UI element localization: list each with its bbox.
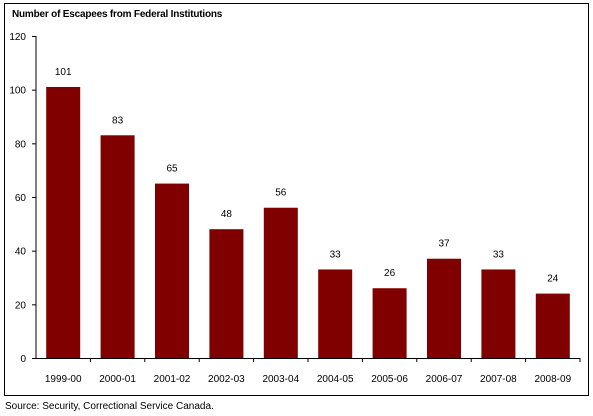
x-tick-label: 2001-02 bbox=[154, 374, 191, 385]
bar bbox=[46, 86, 81, 358]
x-tick-label: 2005-06 bbox=[371, 374, 408, 385]
chart-title: Number of Escapees from Federal Institut… bbox=[12, 9, 223, 20]
data-label: 101 bbox=[55, 67, 72, 78]
bar bbox=[209, 229, 244, 358]
bar-labels: 101 83 65 48 56 33 26 37 33 24 bbox=[55, 67, 559, 285]
y-tick-label: 60 bbox=[15, 193, 27, 204]
x-tick-label: 2006-07 bbox=[426, 374, 463, 385]
data-label: 56 bbox=[275, 188, 287, 199]
data-label: 65 bbox=[166, 164, 178, 175]
x-tick-label: 1999-00 bbox=[45, 374, 82, 385]
y-tick-label: 20 bbox=[15, 300, 27, 311]
x-tick-label: 2003-04 bbox=[262, 374, 299, 385]
bar bbox=[318, 269, 353, 358]
x-tick-label: 2002-03 bbox=[208, 374, 245, 385]
data-label: 24 bbox=[547, 274, 559, 285]
bar bbox=[263, 207, 298, 358]
data-label: 48 bbox=[221, 209, 233, 220]
bar bbox=[372, 288, 407, 358]
bar bbox=[100, 135, 135, 358]
bar bbox=[481, 269, 516, 358]
data-label: 33 bbox=[330, 249, 342, 260]
x-tick-label: 2007-08 bbox=[480, 374, 517, 385]
x-tick-label: 2000-01 bbox=[99, 374, 136, 385]
bar bbox=[535, 293, 570, 358]
y-tick-label: 100 bbox=[9, 86, 26, 97]
x-axis: 1999-00 2000-01 2001-02 2002-03 2003-04 2004-… bbox=[36, 358, 581, 385]
data-label: 37 bbox=[438, 239, 450, 250]
data-label: 26 bbox=[384, 268, 396, 279]
bar-chart: 0 20 40 60 80 100 120 1999-00 2000-01 2001-02 200… bbox=[9, 32, 581, 385]
y-tick-label: 120 bbox=[9, 32, 26, 43]
bars bbox=[46, 86, 570, 358]
bar bbox=[427, 258, 461, 358]
y-tick-label: 40 bbox=[15, 247, 27, 258]
y-tick-label: 80 bbox=[15, 139, 27, 150]
y-tick-label: 0 bbox=[20, 354, 26, 365]
data-label: 33 bbox=[493, 249, 505, 260]
x-tick-label: 2008-09 bbox=[534, 374, 571, 385]
x-tick-label: 2004-05 bbox=[317, 374, 354, 385]
bar bbox=[155, 183, 189, 358]
source-note: Source: Security, Correctional Service C… bbox=[5, 401, 214, 412]
data-label: 83 bbox=[112, 115, 124, 126]
y-axis: 0 20 40 60 80 100 120 bbox=[9, 32, 37, 365]
